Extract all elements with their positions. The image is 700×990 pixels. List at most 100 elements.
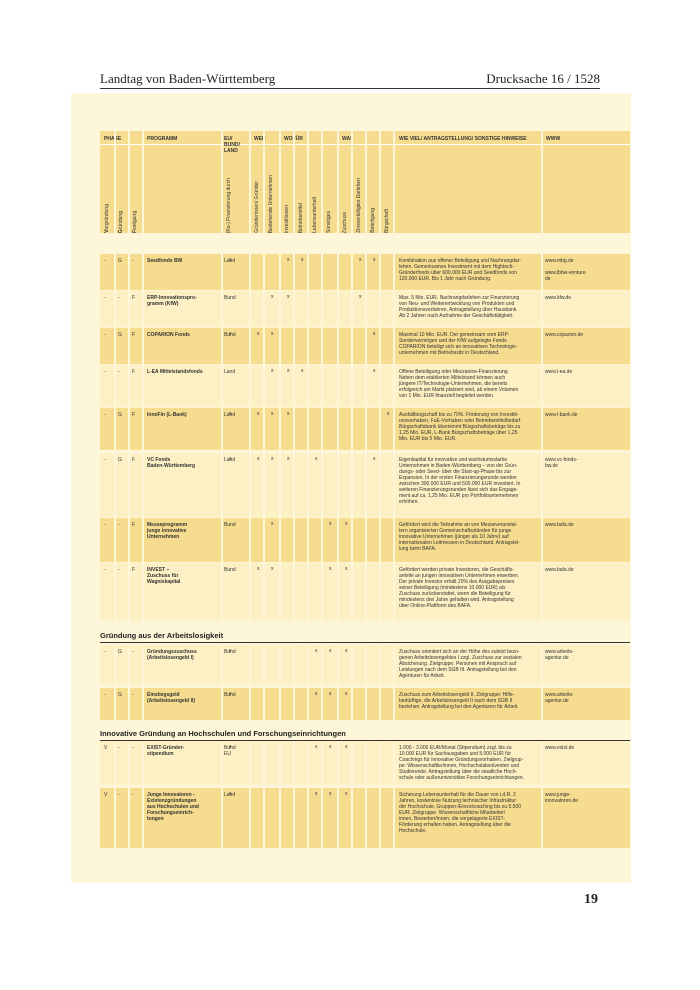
header-investitionen: Investitionen bbox=[284, 204, 290, 233]
program-website: www.junge- innovatoren.de bbox=[545, 792, 579, 804]
program-details: Gefördert wird die Teilnahme an von Mess… bbox=[399, 522, 520, 552]
program-name: COPARION Fonds bbox=[147, 332, 190, 338]
column-separator bbox=[365, 788, 367, 848]
criteria-mark: x bbox=[359, 294, 362, 300]
header-finanzierung: (Ko-) Finanzierung durch bbox=[226, 177, 232, 233]
column-separator bbox=[249, 453, 251, 517]
header-sonstiges: Sonstiges bbox=[326, 211, 332, 233]
column-separator bbox=[293, 741, 295, 785]
column-separator bbox=[337, 563, 339, 621]
column-separator bbox=[249, 788, 251, 848]
program-details: 1.000 - 3.000 EUR/Monat (Stipendium) zzg… bbox=[399, 745, 525, 781]
program-details: Ausfallbürgschaft bis zu 70%. Förderung … bbox=[399, 412, 522, 442]
column-separator bbox=[393, 518, 395, 562]
criteria-mark: x bbox=[345, 521, 348, 527]
header-gruenderinnen: Gründerinnen/ Gründer bbox=[254, 181, 260, 233]
funding-level: Bund EU bbox=[224, 745, 236, 757]
program-details: Zuschuss orientiert sich an der Höhe des… bbox=[399, 649, 522, 679]
program-website: www.bafa.de bbox=[545, 522, 574, 528]
column-separator bbox=[263, 365, 265, 407]
column-separator bbox=[541, 645, 543, 685]
column-separator bbox=[279, 453, 281, 517]
column-separator bbox=[379, 741, 381, 785]
program-name: Junge Innovatoren - Existenzgründungen a… bbox=[147, 792, 199, 822]
column-separator bbox=[365, 328, 367, 364]
funding-level: Land bbox=[224, 792, 236, 798]
column-separator bbox=[293, 563, 295, 621]
phase-gruendung: - bbox=[118, 369, 120, 375]
phase-gruendung: G bbox=[118, 692, 122, 698]
header-column-separator bbox=[263, 131, 265, 233]
phase-gruendung: - bbox=[118, 295, 120, 301]
header-column-separator bbox=[379, 131, 381, 233]
program-website: www.exist.de bbox=[545, 745, 575, 751]
column-separator bbox=[293, 408, 295, 450]
column-separator bbox=[379, 291, 381, 327]
program-website: www.l-ea.de bbox=[545, 369, 573, 375]
criteria-mark: x bbox=[229, 691, 232, 697]
header-buergschaft: Bürgschaft bbox=[384, 209, 390, 233]
column-separator bbox=[365, 291, 367, 327]
header-land: EU/ BUND/ LAND bbox=[224, 136, 240, 154]
phase-vorgruendung: - bbox=[104, 692, 106, 698]
column-separator bbox=[307, 563, 309, 621]
column-separator bbox=[142, 563, 144, 621]
column-separator bbox=[379, 563, 381, 621]
column-separator bbox=[337, 408, 339, 450]
criteria-mark: x bbox=[229, 331, 232, 337]
phase-gruendung: G bbox=[118, 649, 122, 655]
header-phase: PHASE bbox=[104, 136, 122, 142]
criteria-mark: x bbox=[271, 411, 274, 417]
criteria-mark: x bbox=[287, 294, 290, 300]
column-separator bbox=[142, 365, 144, 407]
column-separator bbox=[365, 741, 367, 785]
column-separator bbox=[541, 365, 543, 407]
phase-festigung: F bbox=[132, 369, 136, 375]
funding-level: Land bbox=[224, 258, 236, 264]
program-name: InnoFin (L-Bank) bbox=[147, 412, 187, 418]
column-separator bbox=[249, 518, 251, 562]
funding-level: Bund bbox=[224, 649, 236, 655]
program-website: www.kfw.de bbox=[545, 295, 572, 301]
criteria-mark: x bbox=[315, 456, 318, 462]
criteria-mark: x bbox=[301, 257, 304, 263]
program-website: www.arbeits- agentur.de bbox=[545, 692, 574, 704]
funding-level: Bund bbox=[224, 522, 236, 528]
criteria-mark: x bbox=[315, 744, 318, 750]
column-separator bbox=[249, 408, 251, 450]
column-separator bbox=[263, 254, 265, 290]
phase-vorgruendung: V bbox=[104, 745, 108, 751]
column-separator bbox=[365, 645, 367, 685]
program-name: INVEST – Zuschuss für Wagniskapital bbox=[147, 567, 181, 585]
column-separator bbox=[321, 328, 323, 364]
column-separator bbox=[307, 518, 309, 562]
criteria-mark: x bbox=[373, 456, 376, 462]
column-separator bbox=[365, 518, 367, 562]
header-betriebsmittel: Betriebsmittel bbox=[298, 202, 304, 233]
phase-vorgruendung: V bbox=[104, 792, 108, 798]
header-column-separator bbox=[249, 131, 251, 233]
criteria-mark: x bbox=[315, 791, 318, 797]
program-website: www.coparion.de bbox=[545, 332, 584, 338]
column-separator bbox=[541, 741, 543, 785]
table-row: V - - Junge Innovatoren - Existenzgründunge… bbox=[100, 788, 630, 848]
header-column-separator bbox=[393, 131, 395, 233]
column-separator bbox=[249, 254, 251, 290]
column-separator bbox=[337, 453, 339, 517]
column-separator bbox=[114, 688, 116, 720]
funding-level: Bund bbox=[224, 332, 236, 338]
table-row: - G F InnoFin (L-Bank) Land Ausfallbürgschaft… bbox=[100, 408, 630, 450]
header-column-separator bbox=[337, 131, 339, 233]
column-separator bbox=[321, 741, 323, 785]
column-separator bbox=[279, 741, 281, 785]
column-separator bbox=[142, 741, 144, 785]
header-column-separator bbox=[307, 131, 309, 233]
column-separator bbox=[279, 254, 281, 290]
column-separator bbox=[321, 788, 323, 848]
column-separator bbox=[365, 453, 367, 517]
column-separator bbox=[128, 518, 130, 562]
criteria-mark: x bbox=[287, 257, 290, 263]
column-separator bbox=[351, 741, 353, 785]
column-separator bbox=[307, 688, 309, 720]
criteria-mark: x bbox=[315, 691, 318, 697]
